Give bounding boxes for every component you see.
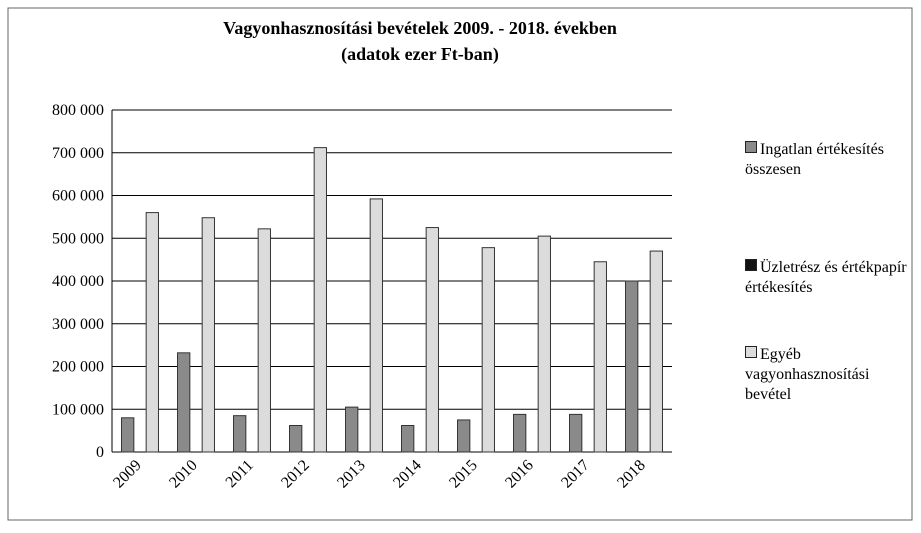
y-tick-label: 200 000 xyxy=(52,359,104,376)
bar xyxy=(233,415,247,453)
legend-swatch xyxy=(745,346,757,358)
bar xyxy=(177,352,191,453)
y-tick-label: 100 000 xyxy=(52,401,104,418)
x-tick-label: 2010 xyxy=(166,457,201,492)
chart-subtitle: (adatok ezer Ft-ban) xyxy=(341,44,499,65)
y-tick-label: 0 xyxy=(96,444,104,461)
x-tick-label: 2018 xyxy=(614,457,649,492)
legend-item: Egyéb vagyonhasznosítási bevétel xyxy=(745,345,910,405)
y-tick-label: 400 000 xyxy=(52,273,104,290)
bar xyxy=(513,413,527,453)
bar xyxy=(313,147,327,453)
x-tick-label: 2017 xyxy=(558,457,593,492)
bar xyxy=(257,228,271,453)
bar xyxy=(401,424,415,453)
bar xyxy=(145,212,159,453)
y-tick-label: 300 000 xyxy=(52,316,104,333)
legend-item: Ingatlan értékesítés összesen xyxy=(745,140,910,180)
bar xyxy=(457,419,471,453)
bar xyxy=(345,406,359,453)
x-tick-label: 2016 xyxy=(502,457,537,492)
x-tick-label: 2011 xyxy=(223,457,257,491)
bar xyxy=(201,217,215,453)
bar xyxy=(481,247,495,453)
x-tick-label: 2012 xyxy=(278,457,313,492)
legend-label: Üzletrész és értékpapír értékesítés xyxy=(745,259,907,296)
chart-title: Vagyonhasznosítási bevételek 2009. - 201… xyxy=(223,18,617,38)
bar xyxy=(369,198,383,453)
bar xyxy=(537,235,551,453)
y-tick-label: 700 000 xyxy=(52,145,104,162)
x-tick-label: 2015 xyxy=(446,457,481,492)
bar xyxy=(649,250,663,453)
legend-label: Egyéb vagyonhasznosítási bevétel xyxy=(745,346,870,403)
bar xyxy=(425,227,439,453)
x-tick-label: 2013 xyxy=(334,457,369,492)
y-tick-label: 500 000 xyxy=(52,230,104,247)
bar xyxy=(289,424,303,453)
y-tick-label: 600 000 xyxy=(52,188,104,205)
legend-swatch xyxy=(745,259,757,271)
bar xyxy=(625,280,639,453)
legend-swatch xyxy=(745,141,757,153)
bar xyxy=(569,413,583,453)
x-tick-label: 2014 xyxy=(390,457,425,492)
x-tick-label: 2009 xyxy=(110,457,145,492)
chart-border xyxy=(7,7,913,521)
legend-label: Ingatlan értékesítés összesen xyxy=(745,141,884,178)
bar xyxy=(593,261,607,453)
bar xyxy=(121,417,135,453)
y-tick-label: 800 000 xyxy=(52,102,104,119)
legend-item: Üzletrész és értékpapír értékesítés xyxy=(745,258,910,298)
